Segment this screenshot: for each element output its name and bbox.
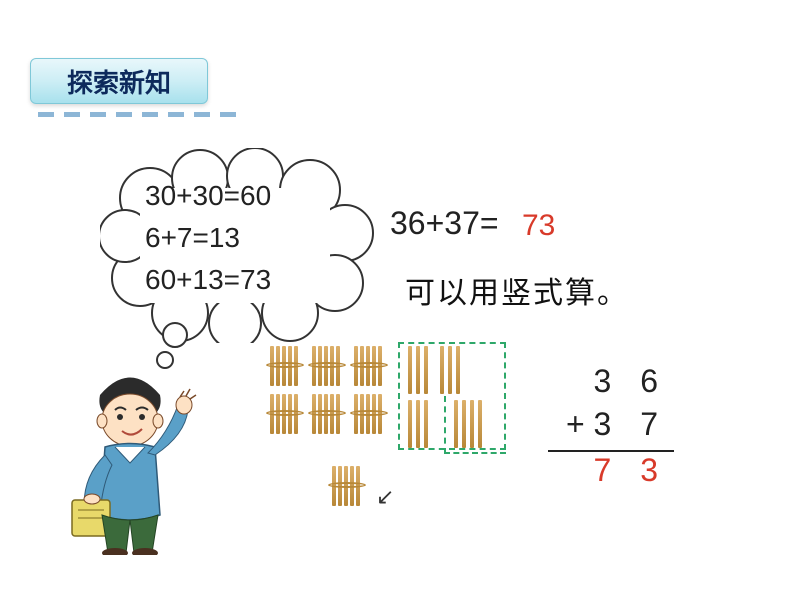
section-title-badge: 探索新知 <box>30 58 208 104</box>
thought-cloud: 30+30=60 6+7=13 60+13=73 <box>115 160 365 330</box>
stick-bundle <box>352 346 386 386</box>
stick-bundle <box>268 346 302 386</box>
cloud-line2: 6+7=13 <box>145 217 271 259</box>
vertical-note: 可以用竖式算。 <box>405 268 629 312</box>
vcalc-row2-num: 3 7 <box>594 406 668 442</box>
carry-arrow-icon: ↙ <box>376 484 394 510</box>
vcalc-row1: 3 6 <box>548 360 668 403</box>
stick-bundle <box>310 346 344 386</box>
stick-bundle <box>268 394 302 434</box>
dash-underline <box>38 112 236 117</box>
vertical-calculation: 3 6 + 3 7 <box>548 360 668 446</box>
stick-bundle <box>310 394 344 434</box>
main-equation: 36+37= <box>390 205 499 242</box>
cloud-calculations: 30+30=60 6+7=13 60+13=73 <box>145 175 271 301</box>
stick-bundle-carry <box>330 466 364 506</box>
sticks-diagram: ↙ <box>268 346 528 516</box>
boy-illustration <box>60 365 200 555</box>
vcalc-operator: + <box>566 406 585 442</box>
main-equation-answer: 73 <box>522 209 555 243</box>
vcalc-result: 7 3 <box>548 452 668 489</box>
stick-bundle <box>352 394 386 434</box>
vcalc-row2: + 3 7 <box>548 403 668 446</box>
cloud-line1: 30+30=60 <box>145 175 271 217</box>
section-title-text: 探索新知 <box>67 63 171 100</box>
cloud-line3: 60+13=73 <box>145 259 271 301</box>
